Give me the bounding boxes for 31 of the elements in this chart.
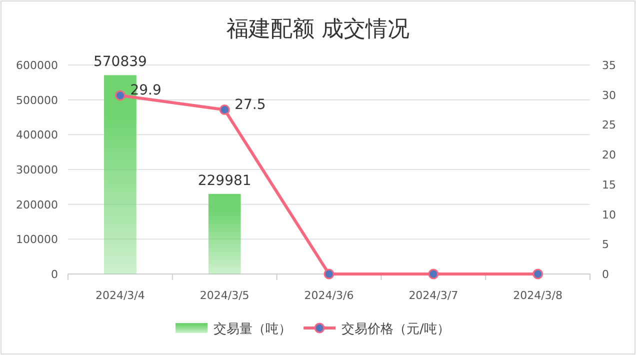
y2-tick-label: 0 bbox=[602, 268, 609, 281]
legend-label: 交易量（吨） bbox=[214, 321, 292, 337]
y-tick-label: 100000 bbox=[16, 233, 58, 246]
y-tick-label: 300000 bbox=[16, 164, 58, 176]
data-label: 27.5 bbox=[234, 96, 266, 113]
y2-tick-label: 10 bbox=[602, 208, 616, 222]
y-tick-label: 200000 bbox=[16, 198, 58, 212]
point bbox=[532, 268, 544, 280]
legend-label: 交易价格（元/吨） bbox=[342, 321, 450, 337]
y-tick-label: 400000 bbox=[16, 128, 58, 142]
y2-tick-label: 25 bbox=[602, 118, 616, 132]
y-tick-label: 500000 bbox=[16, 94, 58, 107]
chart-title: 福建配额 成交情况 bbox=[226, 17, 410, 42]
y-tick-label: 600000 bbox=[16, 59, 58, 72]
point bbox=[428, 268, 439, 280]
y2-tick-label: 30 bbox=[602, 88, 616, 102]
data-label: 570839 bbox=[93, 54, 147, 70]
point bbox=[324, 268, 334, 280]
x-tick-label: 2024/3/4 bbox=[95, 289, 145, 302]
y-tick-label: 0 bbox=[51, 268, 58, 281]
y2-tick-label: 20 bbox=[602, 148, 616, 162]
x-tick-label: 2024/3/8 bbox=[513, 289, 563, 302]
y2-tick-label: 5 bbox=[602, 238, 609, 252]
point bbox=[219, 104, 230, 116]
point bbox=[114, 90, 126, 101]
y2-tick-label: 35 bbox=[602, 59, 616, 72]
x-tick-label: 2024/3/5 bbox=[200, 289, 250, 302]
data-label: 229981 bbox=[198, 172, 252, 189]
x-tick-label: 2024/3/7 bbox=[408, 289, 458, 302]
x-tick-label: 2024/3/6 bbox=[304, 289, 354, 302]
y2-tick-label: 15 bbox=[602, 178, 616, 192]
